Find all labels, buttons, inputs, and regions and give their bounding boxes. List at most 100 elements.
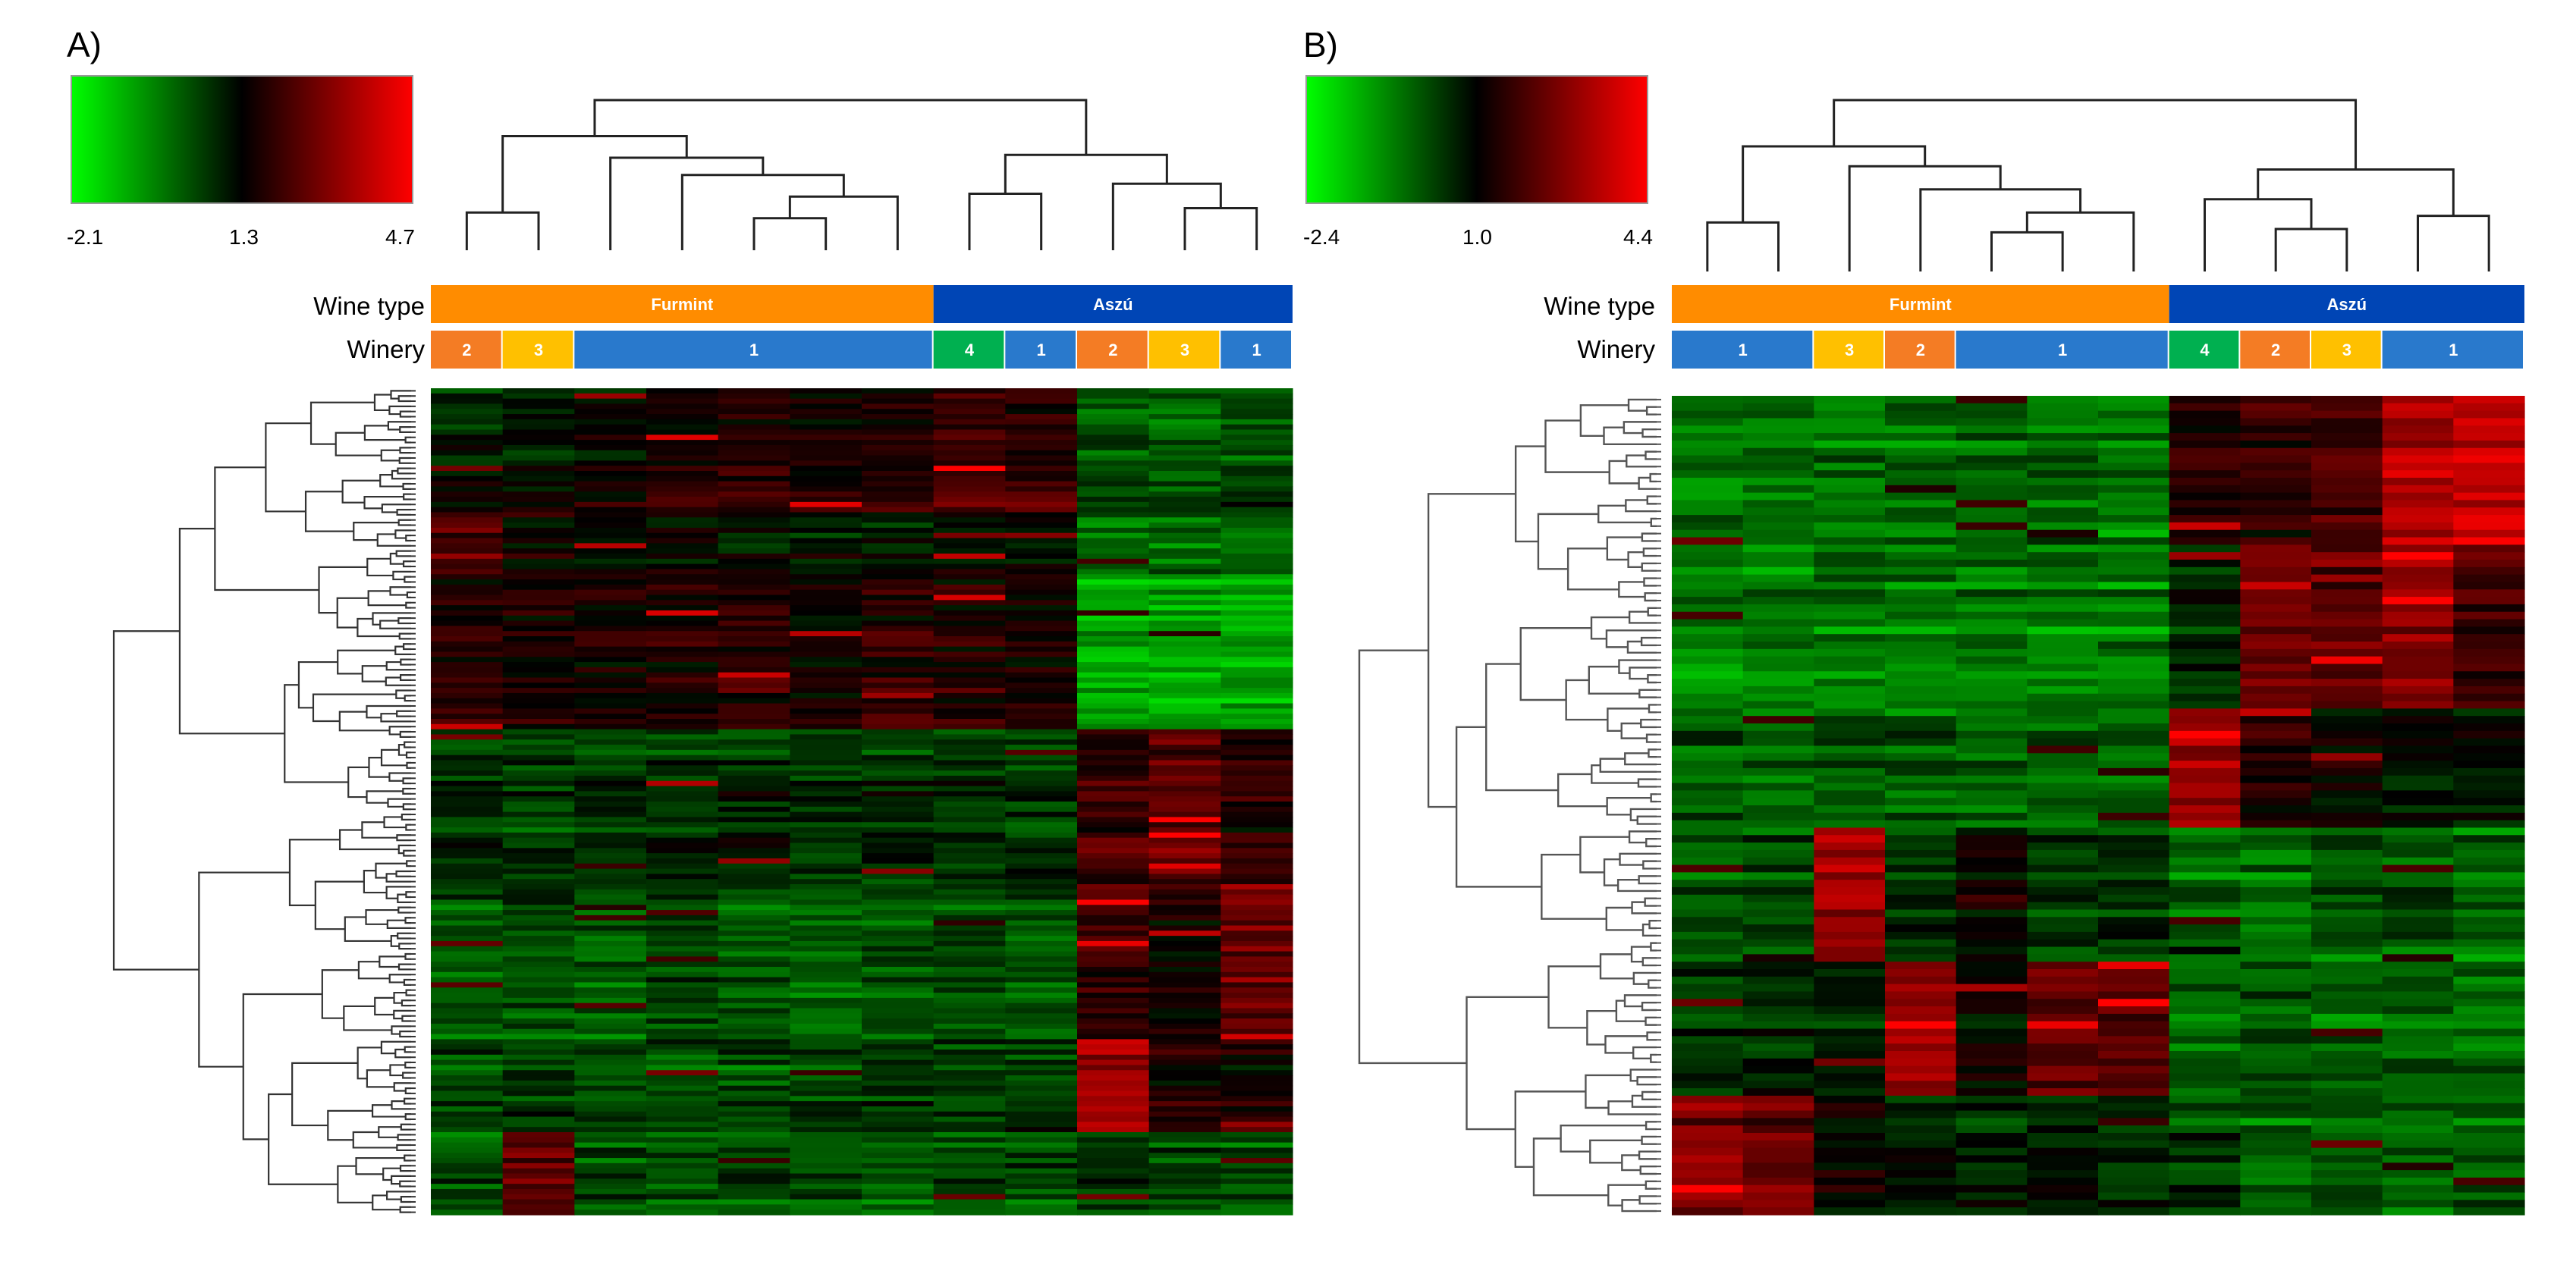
heatmap-cell (1956, 798, 2028, 806)
heatmap-cell (1742, 418, 1814, 426)
heatmap-cell (2240, 1140, 2312, 1149)
heatmap-cell (2453, 664, 2525, 672)
heatmap-cell (1077, 982, 1150, 988)
heatmap-cell (1077, 486, 1150, 492)
heatmap-cell (1005, 1116, 1078, 1122)
heatmap-cell (1220, 1050, 1293, 1056)
heatmap-cell (933, 589, 1006, 596)
heatmap-cell (2453, 708, 2525, 717)
heatmap-cell (2453, 1073, 2525, 1081)
heatmap-cell (1220, 662, 1293, 668)
heatmap-cell (2311, 1140, 2383, 1149)
heatmap-cell (1885, 611, 1957, 620)
heatmap-cell (2453, 433, 2525, 441)
heatmap-cell (2311, 767, 2383, 777)
heatmap-cell (1814, 1147, 1886, 1156)
heatmap-cell (1148, 517, 1221, 523)
heatmap-cell (1005, 920, 1078, 927)
heatmap-cell (2240, 962, 2312, 970)
heatmap-cell (646, 739, 719, 745)
heatmap-cell (718, 1023, 790, 1030)
heatmap-cell (1005, 657, 1078, 663)
heatmap-cell (431, 444, 504, 451)
heatmap-cell (1742, 410, 1814, 419)
heatmap-cell (2453, 1110, 2525, 1119)
heatmap-cell (933, 1039, 1006, 1045)
heatmap-cell (718, 409, 790, 415)
heatmap-cell (1220, 641, 1293, 648)
heatmap-cell (1148, 951, 1221, 957)
heatmap-cell (1220, 868, 1293, 874)
heatmap-cell (2453, 470, 2525, 478)
heatmap-cell (790, 905, 862, 911)
heatmap-cell (2027, 1088, 2099, 1097)
heatmap-cell (862, 1184, 935, 1190)
heatmap-cell (1005, 1065, 1078, 1071)
heatmap-cell (1077, 796, 1150, 802)
heatmap-cell (718, 662, 790, 668)
heatmap-cell (2453, 798, 2525, 806)
dendrogram-branch (297, 660, 338, 709)
heatmap-cell (574, 497, 647, 503)
heatmap-cell (502, 925, 575, 931)
heatmap-cell (718, 755, 790, 761)
heatmap-cell (933, 1075, 1006, 1081)
dendrogram-branch (357, 1046, 382, 1080)
heatmap-cell (2240, 1013, 2312, 1022)
heatmap-cell (2453, 1184, 2525, 1194)
heatmap-cell (862, 786, 935, 792)
heatmap-cell (574, 940, 647, 947)
dendrogram-branch (402, 787, 411, 795)
heatmap-cell (1005, 874, 1078, 880)
heatmap-cell (2453, 396, 2525, 404)
heatmap-cell (2311, 1081, 2383, 1089)
heatmap-cell (1005, 610, 1078, 617)
heatmap-cell (1956, 962, 2028, 970)
heatmap-cell (2169, 1110, 2241, 1119)
heatmap-cell (1885, 1177, 1957, 1186)
heatmap-cell (2027, 1028, 2099, 1037)
dendrogram-branch (398, 632, 411, 640)
wine-type-segment-aszú (2169, 285, 2524, 323)
heatmap-cell (2169, 812, 2241, 821)
heatmap-cell (646, 930, 719, 937)
heatmap-cell (502, 1194, 575, 1200)
heatmap-cell (1148, 760, 1221, 766)
dendrogram-branch (394, 529, 411, 539)
heatmap-cell (502, 791, 575, 797)
heatmap-cell (431, 1008, 504, 1014)
heatmap-cell (574, 615, 647, 622)
heatmap-cell (862, 554, 935, 560)
heatmap-cell (790, 631, 862, 637)
dendrogram-branch (2025, 211, 2135, 265)
heatmap-cell (2240, 597, 2312, 605)
heatmap-cell (646, 1054, 719, 1061)
heatmap-cell (1077, 1132, 1150, 1138)
heatmap-cell (1005, 554, 1078, 560)
heatmap-cell (502, 1096, 575, 1102)
dendrogram-branch (1623, 421, 1657, 435)
heatmap-cell (1005, 538, 1078, 544)
heatmap-cell (574, 1101, 647, 1107)
heatmap-cell (1814, 805, 1886, 814)
heatmap-cell (1005, 641, 1078, 648)
heatmap-cell (1220, 605, 1293, 611)
heatmap-cell (2027, 604, 2099, 613)
heatmap-cell (790, 569, 862, 575)
heatmap-cell (1742, 515, 1814, 523)
heatmap-cell (790, 993, 862, 999)
wine-type-segment-furmint (431, 285, 934, 323)
heatmap-cell (2098, 783, 2170, 791)
heatmap-cell (862, 714, 935, 720)
heatmap-cell (790, 522, 862, 529)
heatmap-cell (574, 651, 647, 657)
heatmap-cell (1742, 969, 1814, 977)
heatmap-cell (1148, 1162, 1221, 1169)
heatmap-cell (646, 765, 719, 771)
heatmap-cell (2382, 634, 2454, 642)
heatmap-cell (574, 1204, 647, 1210)
heatmap-cell (646, 1106, 719, 1112)
dendrogram-branch (609, 156, 765, 244)
heatmap-cell (2098, 761, 2170, 769)
dendrogram-branch (376, 533, 411, 547)
